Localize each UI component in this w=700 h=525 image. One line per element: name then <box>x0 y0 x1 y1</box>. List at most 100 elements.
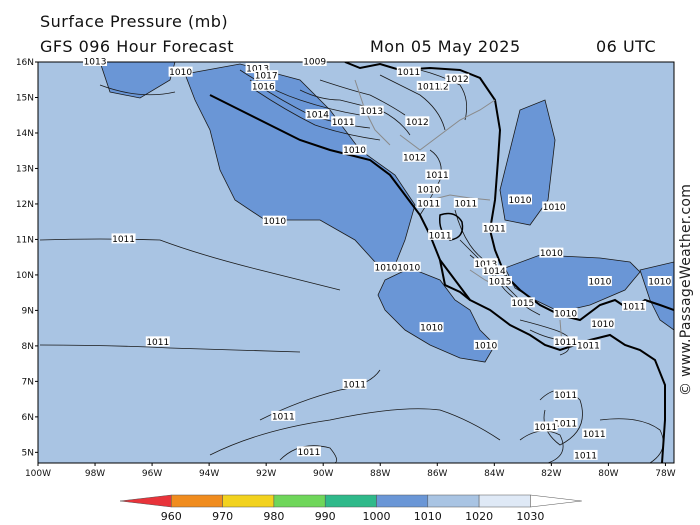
isobar-label: 1011 <box>576 339 601 351</box>
isobar-label-bg <box>587 276 612 287</box>
isobar-label: 1013 <box>245 63 270 75</box>
isobar-label-bg <box>533 421 558 432</box>
isobar-line <box>254 89 381 141</box>
legend-swatch <box>324 494 377 508</box>
isobar-label-bg <box>542 201 567 212</box>
border-line <box>399 99 496 151</box>
isobar-label: 1014 <box>305 109 330 121</box>
isobar-label-text: 1010 <box>374 263 397 273</box>
isobar-label-bg <box>331 116 356 127</box>
isobar-label-bg <box>419 322 444 333</box>
isobar-label-text: 1010 <box>474 341 497 351</box>
legend-label: 960 <box>161 510 182 523</box>
isobar-label-text: 1011 <box>297 448 320 458</box>
lat-tick-label: 13N <box>16 164 34 174</box>
caribbean-coastline <box>344 62 674 322</box>
lon-tick-label: 100W <box>25 469 51 479</box>
isobar-label-bg <box>425 169 450 180</box>
isobar-label-text: 1010 <box>169 68 192 78</box>
isobar-label-text: 1011 <box>417 82 440 92</box>
isobar-label: 1015 <box>488 276 513 288</box>
map-area <box>38 62 674 463</box>
legend-arrow-low <box>119 494 172 508</box>
isobar-label-bg <box>473 258 498 269</box>
isobar-label-bg <box>507 194 532 205</box>
pressure-legend: 960 970 980 990 1000 1010 1020 1030 <box>119 494 582 523</box>
isobar-label: 1011 <box>622 300 647 312</box>
isobar-label-text: 1013 <box>246 65 269 75</box>
isobar-label-text: 1016 <box>252 82 275 92</box>
legend-arrow-high <box>530 494 582 508</box>
isobar-label-text: 1010 <box>588 278 611 288</box>
nicoya-peninsula <box>439 259 471 301</box>
isobar-label-bg <box>573 449 598 460</box>
isobar-label-text: 1013 <box>84 58 107 68</box>
isobar-label-bg <box>553 336 578 347</box>
isobar-label-bg <box>622 300 647 311</box>
lon-tick-label: 94W <box>199 469 219 479</box>
forecast-time: 06 UTC <box>596 37 657 56</box>
isobar-label-text: 1010 <box>417 185 440 195</box>
isobar-label-text: 1015 <box>511 299 534 309</box>
isobar-label: 1013 <box>83 56 108 68</box>
isobar-label-text: 1010 <box>397 263 420 273</box>
isobar-label-text: 1014 <box>483 267 506 277</box>
isobar-label: 1011 <box>428 229 453 241</box>
lon-tick-label: 86W <box>427 469 447 479</box>
isobar-label: 1011 <box>342 378 367 390</box>
isobar-label-bg <box>582 428 607 439</box>
isobar-label-bg <box>405 116 430 127</box>
longitude-axis: 100W 98W 96W 94W 92W 90W 88W 86W 84W 82W 80W 78W <box>25 463 676 479</box>
isobar-label: 1010 <box>396 261 421 273</box>
isobar-label-text: 1015 <box>489 278 512 288</box>
isobar-label-text: 1011 <box>577 341 600 351</box>
isobar-label-text: 1011 <box>112 235 135 245</box>
lon-tick-label: 80W <box>598 469 618 479</box>
isobar-label-text: 1017 <box>255 72 278 82</box>
isobar-label: 1011 <box>271 410 296 422</box>
legend-swatch <box>427 494 480 508</box>
isobar-label: 1011 <box>416 197 441 209</box>
isobar-label-text: 1011 <box>623 302 646 312</box>
isobar-label: 1012 <box>445 73 470 85</box>
isobar-label: 1010 <box>473 339 498 351</box>
isobar-label-text: 1011 <box>454 199 477 209</box>
isobar-label: 1011 <box>453 197 478 209</box>
isobar-label: 1010 <box>262 215 287 227</box>
isobar-label: 1010 <box>587 276 612 288</box>
isobar-label-bg <box>402 151 427 162</box>
low-pressure-zone-nicaragua-coast <box>499 99 556 226</box>
isobar-label-bg <box>145 336 170 347</box>
isobar-label: 1011 <box>145 336 170 348</box>
isobar-label-text: 1013 <box>360 107 383 117</box>
isobar-label-text: 1011 <box>146 338 169 348</box>
isobar-label: 1013 <box>359 105 384 117</box>
lat-tick-label: 11N <box>16 235 34 245</box>
isobar-label-text: 1010 <box>648 278 671 288</box>
isobar-label-text: 1010 <box>509 196 532 206</box>
isobar-label-text: 1011 <box>397 68 420 78</box>
isobar-label-text: 1011 <box>272 412 295 422</box>
legend-label: 1000 <box>363 510 391 523</box>
isobar-line <box>279 445 338 463</box>
border-line <box>429 194 491 201</box>
isobar-label: 1013 <box>473 258 498 270</box>
isobar-label: 1010 <box>342 144 367 156</box>
isobar-label-bg <box>396 66 421 77</box>
isobar-label: 1010 <box>542 201 567 213</box>
isobar-label-bg <box>473 339 498 350</box>
isobar-label-text: 1011 <box>554 391 577 401</box>
low-pressure-zone-gulf-papagayo <box>377 267 496 363</box>
isobar-label-bg <box>416 80 441 91</box>
isobar-line <box>299 89 411 136</box>
isobar-label-bg <box>342 144 367 155</box>
lat-tick-label: 15N <box>16 93 34 103</box>
isobar-line <box>39 344 301 353</box>
lat-tick-label: 8N <box>22 342 34 352</box>
isobar-label: 1010 <box>553 307 578 319</box>
isobar-label-bg <box>396 261 421 272</box>
lake-nicaragua <box>438 212 464 241</box>
isobar-label-bg <box>342 378 367 389</box>
lat-tick-label: 7N <box>22 377 34 387</box>
isobar-label-text: 1011 <box>534 423 557 433</box>
